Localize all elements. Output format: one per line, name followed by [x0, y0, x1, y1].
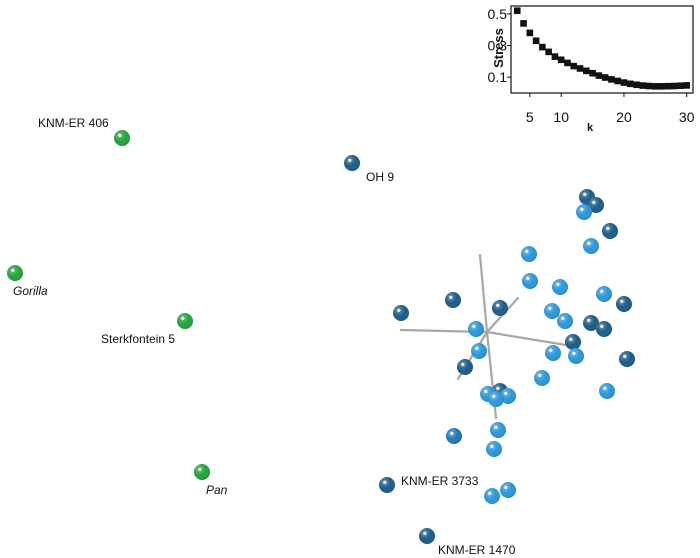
label-knm-er-3733: KNM-ER 3733: [401, 474, 479, 488]
data-point: [619, 351, 635, 367]
inset-marker: [608, 76, 615, 83]
inset-marker: [570, 62, 578, 70]
inset-x-tick-label: 5: [526, 109, 534, 125]
inset-marker: [532, 37, 540, 45]
inset-marker: [677, 82, 684, 90]
data-point: [552, 279, 568, 295]
inset-marker: [620, 79, 628, 86]
point-pan: [194, 464, 210, 480]
inset-frame: [510, 5, 694, 94]
inset-marker: [589, 69, 596, 77]
inset-x-axis-label: k: [587, 122, 594, 134]
point-oh-9: [344, 155, 360, 171]
label-oh-9: OH 9: [366, 170, 394, 184]
inset-x-tick-label: 20: [616, 109, 632, 125]
data-point: [490, 422, 506, 438]
data-point: [599, 383, 615, 399]
data-point: [500, 482, 516, 498]
inset-marker: [626, 80, 634, 88]
data-point: [500, 388, 516, 404]
point-knm-er-1470: [419, 528, 435, 544]
inset-marker: [564, 59, 571, 67]
inset-marker: [645, 82, 653, 90]
label-layer: KNM-ER 406 OH 9 Gorilla Sterkfontein 5 P…: [13, 116, 516, 557]
inset-marker: [595, 72, 603, 79]
vector-line: [485, 330, 574, 348]
inset-marker: [576, 65, 584, 72]
label-sterkfontein-5: Sterkfontein 5: [101, 332, 175, 346]
data-point: [568, 348, 584, 364]
point-gorilla: [7, 265, 23, 281]
data-point: [457, 359, 473, 375]
data-point: [484, 488, 500, 504]
inset-x-tick-label: 10: [553, 109, 569, 125]
label-pan: Pan: [206, 483, 228, 497]
label-knm-er-406: KNM-ER 406: [38, 116, 109, 130]
data-point: [446, 428, 462, 444]
data-point: [521, 246, 537, 262]
data-point: [588, 197, 604, 213]
inset-marker: [583, 67, 590, 75]
vector-line: [478, 253, 489, 334]
inset-marker: [601, 74, 609, 81]
inset-y-axis-label: Stress: [491, 28, 506, 68]
data-point: [583, 315, 599, 331]
data-point: [393, 305, 409, 321]
inset-y-ticks: 0.1 0.3 0.5: [488, 6, 511, 85]
data-point: [445, 292, 461, 308]
inset-marker: [664, 82, 672, 90]
inset-x-tick-label: 30: [679, 109, 695, 125]
inset-marker: [614, 77, 621, 85]
data-point: [602, 223, 618, 239]
inset-marker: [539, 43, 546, 51]
data-point: [616, 296, 632, 312]
inset-marker: [545, 48, 552, 56]
data-point: [486, 441, 502, 457]
inset-marker: [652, 83, 659, 90]
main-scatter-plot: KNM-ER 406 OH 9 Gorilla Sterkfontein 5 P…: [7, 116, 635, 557]
data-point: [468, 321, 484, 337]
inset-marker: [683, 82, 691, 89]
inset-marker: [526, 29, 534, 37]
inset-marker: [658, 83, 665, 90]
point-knm-er-406: [114, 130, 130, 146]
data-point: [545, 345, 561, 361]
data-point: [544, 303, 560, 319]
data-point: [522, 273, 538, 289]
label-knm-er-1470: KNM-ER 1470: [438, 543, 516, 557]
inset-y-tick-label: 0.1: [488, 69, 508, 85]
point-sterkfontein-5: [177, 313, 193, 329]
point-knm-er-3733: [379, 477, 395, 493]
inset-x-ticks: 5 10 20 30: [526, 93, 695, 125]
inset-y-tick-label: 0.3: [488, 38, 508, 54]
data-point: [565, 334, 581, 350]
inset-y-tick-label: 0.5: [488, 6, 508, 22]
inset-marker: [551, 53, 559, 60]
label-gorilla: Gorilla: [13, 284, 48, 298]
data-point: [596, 321, 612, 337]
inset-stress-plot: 5 10 20 30 0.1 0.3 0.5 k Stress: [488, 5, 695, 134]
data-point: [471, 343, 487, 359]
data-point: [534, 370, 550, 386]
data-point: [488, 391, 504, 407]
data-point: [576, 204, 592, 220]
inset-marker: [557, 56, 565, 64]
inset-marker: [520, 20, 527, 27]
data-point: [492, 300, 508, 316]
inset-marker: [633, 81, 640, 89]
data-point: [557, 313, 573, 329]
data-point: [596, 286, 612, 302]
inset-marker: [639, 82, 647, 89]
inset-markers: [513, 7, 691, 90]
inset-marker: [670, 82, 678, 90]
inset-marker: [513, 7, 521, 15]
data-point: [583, 238, 599, 254]
point-layer: [7, 130, 635, 544]
